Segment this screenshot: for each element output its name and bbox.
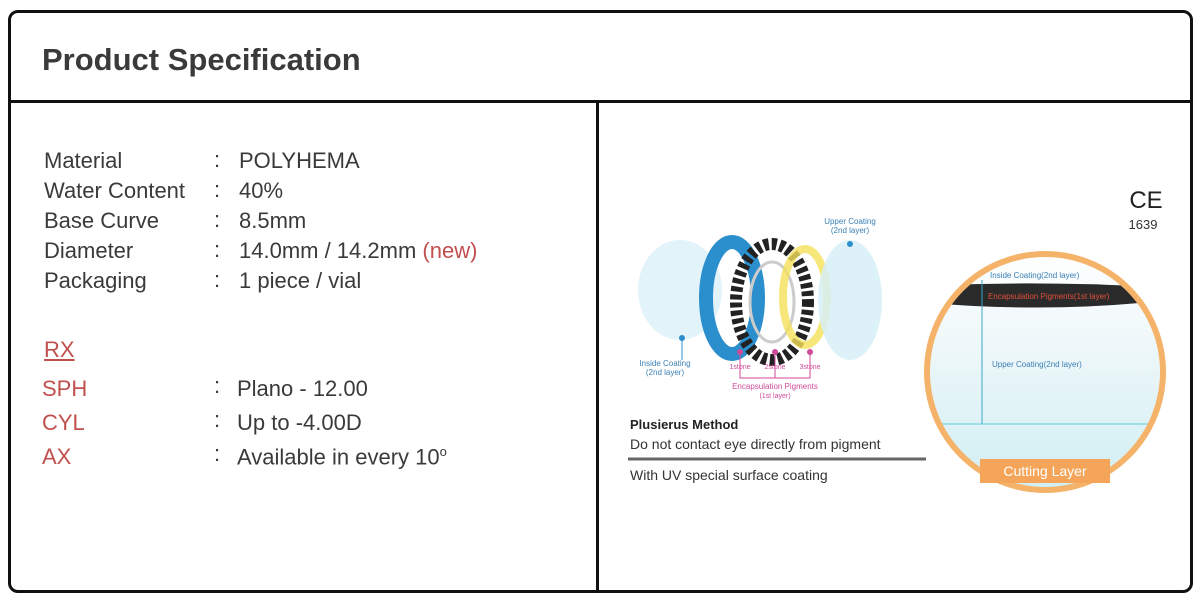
spec-label: Diameter bbox=[44, 238, 134, 263]
frame bbox=[8, 10, 1193, 593]
cutting-layer-box bbox=[980, 459, 1110, 483]
lens-section bbox=[924, 251, 1166, 493]
divider bbox=[8, 100, 1193, 103]
rx-value: Up to -4.00D bbox=[237, 410, 362, 435]
rx-value: Available in every 10o bbox=[237, 444, 447, 470]
diagram-label: With UV special surface coating bbox=[630, 467, 828, 483]
diagram-label: Inside Coating bbox=[639, 359, 690, 368]
pointer-dot bbox=[847, 241, 853, 247]
spec-value: 14.0mm / 14.2mm (new) bbox=[239, 238, 478, 263]
separator: : bbox=[214, 407, 221, 432]
rx-label: CYL bbox=[42, 410, 85, 435]
rx-label: AX bbox=[42, 444, 72, 469]
lens-layer bbox=[748, 260, 796, 344]
diagram-label: Encapsulation Pigments bbox=[732, 382, 818, 391]
separator: : bbox=[214, 147, 221, 172]
lens-layer bbox=[818, 240, 882, 360]
separator: : bbox=[214, 373, 221, 398]
spec-value: POLYHEMA bbox=[239, 148, 360, 173]
diagram-label: 3stone bbox=[799, 364, 820, 371]
diagram-label: Encapsulation Pigments(1st layer) bbox=[988, 292, 1110, 301]
diagram: Upper Coating(2nd layer)Inside Coating(2… bbox=[628, 187, 1166, 493]
diagram-label: Cutting Layer bbox=[1003, 463, 1087, 479]
diagram-label: 1stone bbox=[729, 364, 750, 371]
lens-layer bbox=[699, 235, 765, 361]
pointer-dot bbox=[807, 349, 813, 355]
pointer-dot bbox=[737, 349, 743, 355]
rx-label: SPH bbox=[42, 376, 88, 401]
diagram-label: Upper Coating(2nd layer) bbox=[992, 360, 1082, 369]
pointer-dot bbox=[772, 349, 778, 355]
diagram-label: 2stone bbox=[764, 364, 785, 371]
spec-note: (new) bbox=[422, 238, 478, 263]
separator: : bbox=[214, 237, 221, 262]
diagram-label: CE bbox=[1129, 187, 1162, 214]
rx-value: Plano - 12.00 bbox=[237, 376, 368, 401]
spec-value: 8.5mm bbox=[239, 208, 307, 233]
diagram-label: Upper Coating bbox=[824, 217, 876, 226]
lens-layer bbox=[730, 238, 814, 366]
separator: : bbox=[214, 207, 221, 232]
diagram-label: Do not contact eye directly from pigment bbox=[630, 436, 881, 452]
title: Product Specification bbox=[42, 42, 361, 77]
separator: : bbox=[214, 441, 221, 466]
spec-label: Packaging bbox=[44, 268, 147, 293]
rx-title: RX bbox=[44, 337, 75, 362]
separator: : bbox=[214, 267, 221, 292]
diagram-label: Plusierus Method bbox=[630, 417, 738, 432]
diagram-label: Inside Coating(2nd layer) bbox=[990, 271, 1080, 280]
spec-label: Material bbox=[44, 148, 123, 173]
divider bbox=[596, 100, 599, 590]
diagram-label: (1st layer) bbox=[759, 393, 790, 400]
superscript: o bbox=[439, 444, 447, 459]
spec-value: 1 piece / vial bbox=[239, 268, 362, 293]
diagram-label: 1639 bbox=[1129, 217, 1158, 232]
spec-value: 40% bbox=[239, 178, 284, 203]
separator: : bbox=[214, 177, 221, 202]
spec-label: Base Curve bbox=[44, 208, 159, 233]
bracket bbox=[739, 352, 811, 379]
diagram-label: (2nd layer) bbox=[646, 368, 685, 377]
diagram-label: (2nd layer) bbox=[831, 226, 870, 235]
spec-label: Water Content bbox=[44, 178, 186, 203]
